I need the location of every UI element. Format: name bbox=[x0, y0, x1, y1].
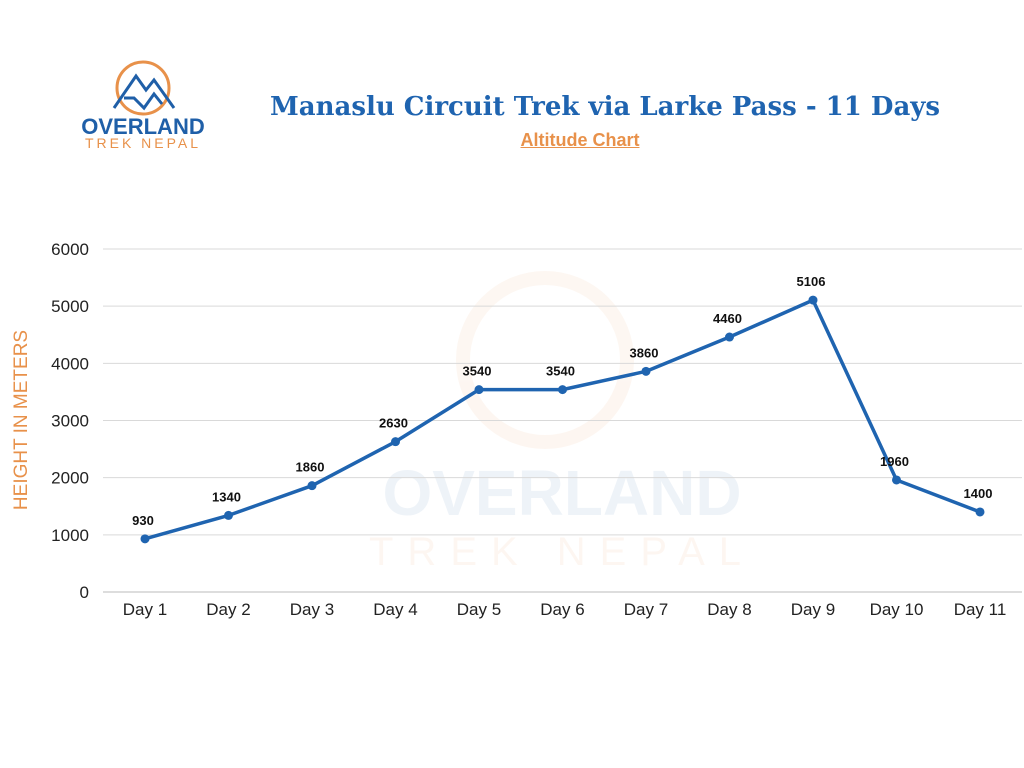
x-tick-label: Day 11 bbox=[954, 600, 1007, 619]
x-tick-label: Day 5 bbox=[457, 600, 501, 619]
data-point bbox=[558, 385, 567, 395]
x-tick-label: Day 10 bbox=[870, 600, 924, 619]
x-tick-label: Day 1 bbox=[123, 600, 167, 619]
svg-text:OVERLAND: OVERLAND bbox=[382, 457, 741, 529]
chart-subtitle[interactable]: Altitude Chart bbox=[520, 130, 640, 150]
data-label: 3860 bbox=[630, 345, 659, 360]
data-label: 1860 bbox=[296, 460, 325, 475]
data-point bbox=[307, 481, 317, 491]
logo-icon bbox=[112, 60, 176, 116]
data-label: 2630 bbox=[379, 416, 408, 431]
watermark: OVERLAND TREK NEPAL bbox=[369, 271, 755, 574]
x-tick-label: Day 9 bbox=[791, 600, 835, 619]
data-point bbox=[641, 366, 651, 376]
x-tick-label: Day 6 bbox=[540, 600, 584, 619]
data-point bbox=[140, 534, 150, 544]
data-point bbox=[892, 475, 901, 485]
data-point bbox=[725, 332, 734, 342]
data-label: 1400 bbox=[964, 486, 993, 501]
svg-text:TREK NEPAL: TREK NEPAL bbox=[369, 530, 755, 574]
data-label: 930 bbox=[132, 513, 154, 528]
data-label: 4460 bbox=[713, 311, 742, 326]
data-point bbox=[474, 385, 484, 395]
data-point bbox=[391, 437, 400, 447]
data-point bbox=[975, 507, 985, 517]
x-tick-label: Day 7 bbox=[624, 600, 668, 619]
chart-title: Manaslu Circuit Trek via Larke Pass - 11… bbox=[269, 92, 941, 122]
x-tick-label: Day 2 bbox=[206, 600, 250, 619]
data-point bbox=[808, 295, 818, 305]
y-tick-label: 3000 bbox=[51, 412, 89, 431]
data-label: 5106 bbox=[797, 274, 826, 289]
logo-text: OVERLAND bbox=[81, 114, 205, 139]
x-tick-label: Day 4 bbox=[373, 600, 417, 619]
y-tick-label: 1000 bbox=[51, 526, 89, 545]
y-tick-label: 0 bbox=[80, 583, 89, 602]
data-label: 3540 bbox=[463, 364, 492, 379]
y-tick-label: 2000 bbox=[51, 469, 89, 488]
data-label: 1960 bbox=[880, 454, 909, 469]
y-tick-label: 4000 bbox=[51, 354, 89, 373]
data-point bbox=[224, 510, 233, 520]
logo-subtext: TREK NEPAL bbox=[84, 135, 202, 151]
y-tick-label: 5000 bbox=[51, 297, 89, 316]
x-tick-label: Day 3 bbox=[290, 600, 334, 619]
data-label: 3540 bbox=[546, 364, 575, 379]
y-tick-label: 6000 bbox=[51, 240, 89, 259]
data-label: 1340 bbox=[212, 489, 241, 504]
x-tick-label: Day 8 bbox=[707, 600, 751, 619]
y-axis-label: HEIGHT IN METERS bbox=[11, 330, 32, 510]
